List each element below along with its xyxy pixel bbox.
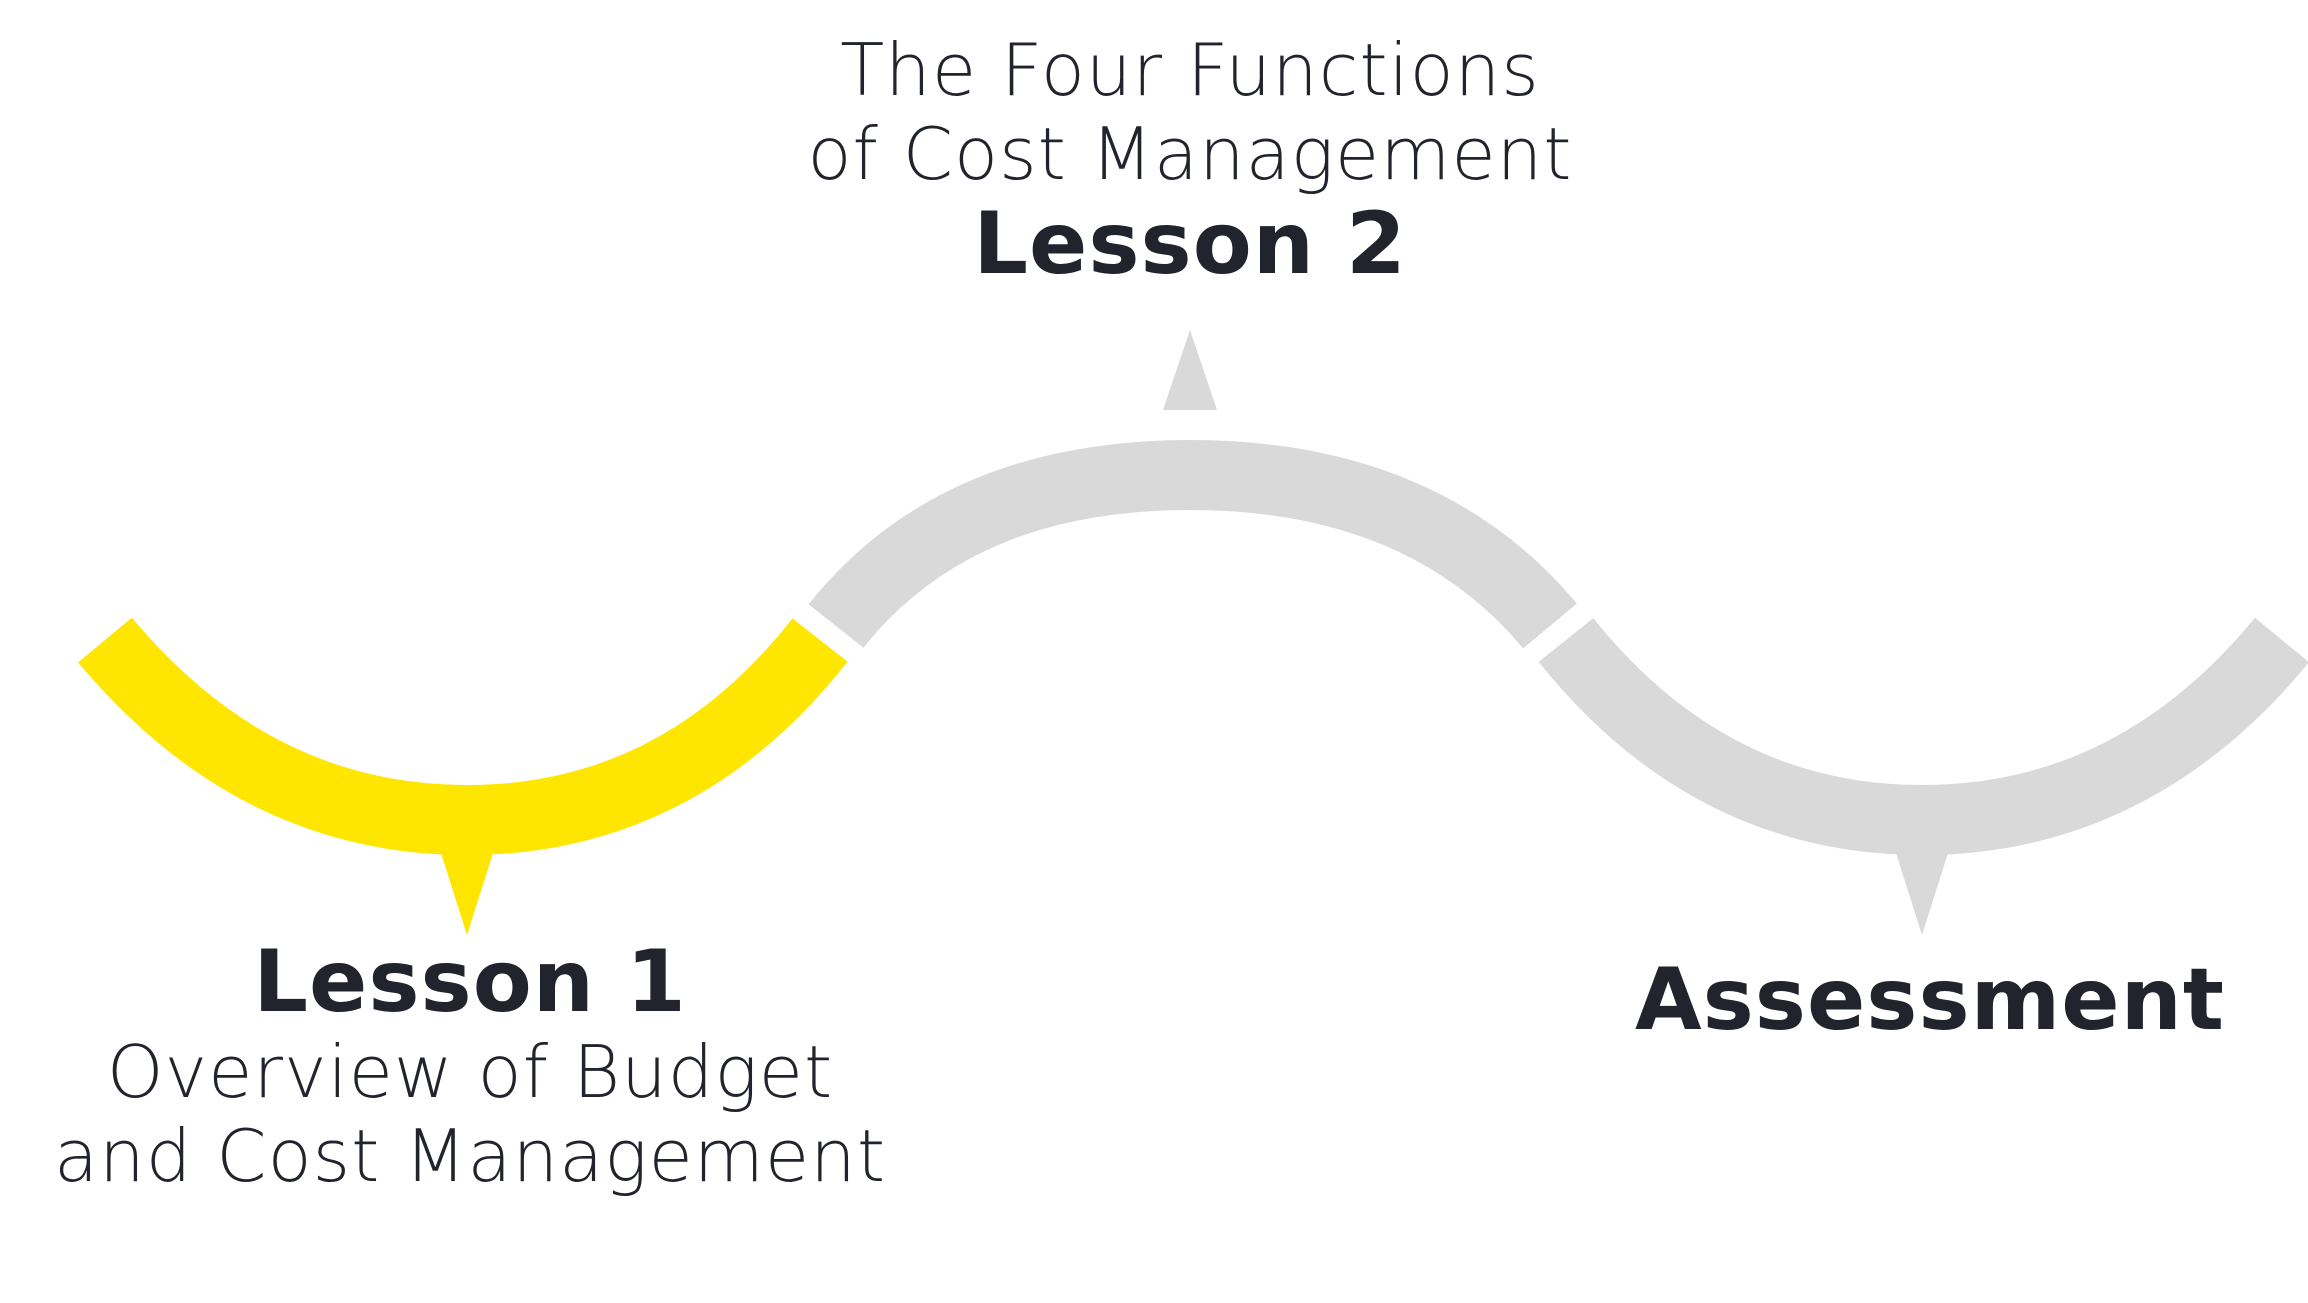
lesson2-label-block: The Four Functions of Cost Management Le… [780,28,1600,292]
lesson1-label-block: Lesson 1 Overview of Budget and Cost Man… [20,934,920,1198]
lesson2-heading: Lesson 2 [973,194,1407,294]
lesson1-pointer-icon [440,850,494,935]
lesson2-subtitle-line-1: The Four Functions [840,28,1540,112]
lesson1-subtitle-line-2: and Cost Management [53,1114,887,1198]
lesson2-arc-segment [808,330,1577,649]
assessment-pointer-icon [1895,850,1949,935]
lesson1-arc-segment [78,617,848,935]
assessment-label-block: Assessment [1560,952,2300,1048]
lesson2-arc [808,439,1577,649]
lesson2-pointer-icon [1163,330,1217,410]
assessment-heading: Assessment [1635,950,2225,1050]
assessment-arc-segment [1538,617,2308,935]
lesson2-subtitle-line-2: of Cost Management [807,112,1573,196]
lesson1-arc [78,617,848,856]
assessment-arc [1538,617,2308,856]
lesson1-subtitle-line-1: Overview of Budget [106,1030,834,1114]
lesson1-heading: Lesson 1 [253,932,687,1032]
